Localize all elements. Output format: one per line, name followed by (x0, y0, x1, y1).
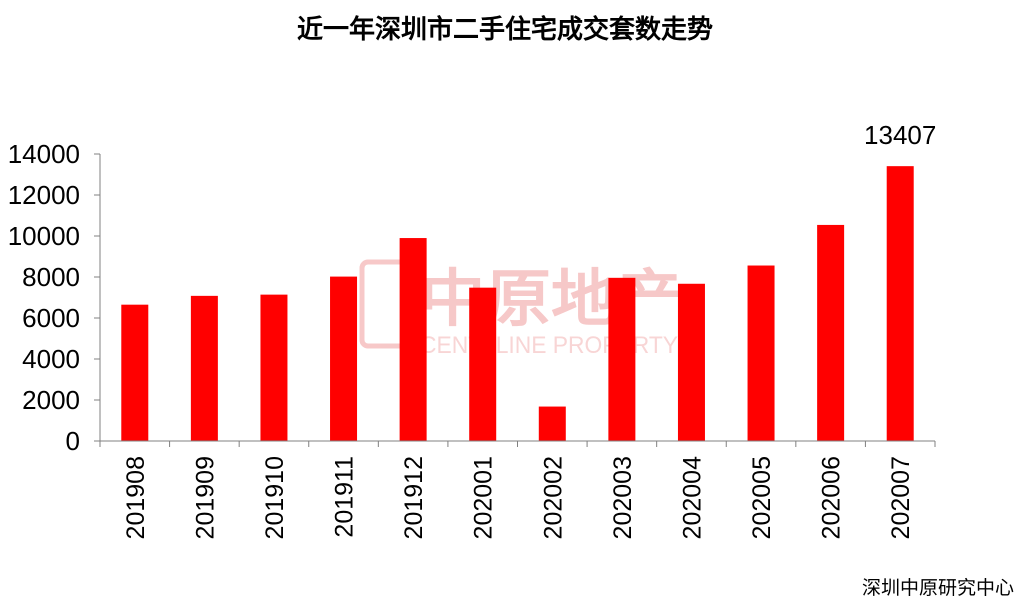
x-tick-label: 202006 (818, 456, 846, 539)
bar-202007 (886, 166, 914, 441)
data-labels: 13407 (864, 120, 936, 150)
y-tick-label: 0 (66, 426, 80, 456)
y-tick-label: 4000 (22, 344, 80, 374)
x-tick-label: 202007 (887, 456, 915, 539)
y-axis: 0 2000 4000 6000 8000 10000 12000 14000 (8, 139, 101, 456)
x-tick-label: 202005 (748, 456, 776, 539)
x-tick-label: 201908 (122, 456, 150, 539)
watermark: 中原地产 CENTALINE PROPERTY (359, 259, 682, 359)
x-tick-label: 202001 (470, 456, 498, 539)
bar-201910 (260, 294, 288, 441)
watermark-logo-text: 中原地产 (420, 262, 682, 335)
bar-201912 (399, 238, 427, 441)
chart-title: 近一年深圳市二手住宅成交套数走势 (297, 14, 713, 45)
y-tick-label: 10000 (8, 221, 80, 251)
x-tick-label: 202002 (539, 456, 567, 539)
x-tick-label: 201910 (261, 456, 289, 539)
y-tick-label: 8000 (22, 262, 80, 292)
x-tick-label: 201912 (400, 456, 428, 539)
y-tick-label: 2000 (22, 385, 80, 415)
x-tick-label: 202004 (678, 456, 706, 540)
data-label: 13407 (864, 120, 936, 150)
watermark-logo-seal (359, 259, 409, 349)
bar-202003 (608, 277, 636, 441)
x-tick-label: 202003 (609, 456, 637, 539)
bar-202002 (538, 406, 566, 441)
y-tick-label: 14000 (8, 139, 80, 169)
bar-201908 (121, 304, 149, 441)
bar-201909 (190, 295, 218, 441)
watermark-sub-text: CENTALINE PROPERTY (420, 332, 678, 359)
x-axis: 201908 201909 201910 201911 201912 202001 2020… (99, 440, 936, 540)
bar-202005 (747, 265, 775, 441)
bar-202006 (817, 224, 845, 441)
x-tick-label: 201911 (331, 456, 359, 538)
bars (121, 166, 914, 441)
y-tick-label: 6000 (22, 303, 80, 333)
y-tick-label: 12000 (8, 180, 80, 210)
bar-201911 (330, 276, 358, 441)
source-note: 深圳中原研究中心 (862, 577, 1014, 599)
bar-202001 (469, 287, 497, 441)
bar-202004 (677, 283, 705, 441)
x-tick-label: 201909 (191, 456, 219, 539)
